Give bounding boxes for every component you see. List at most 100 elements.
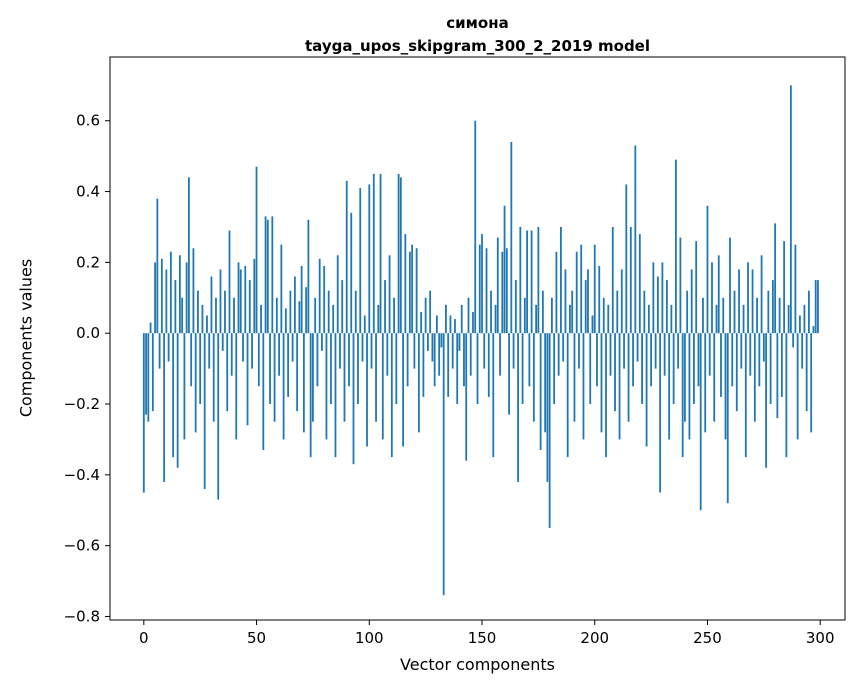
bar — [397, 173, 400, 334]
bar — [465, 333, 468, 461]
bar — [298, 301, 301, 334]
bar — [751, 269, 754, 334]
bar — [535, 304, 538, 334]
bar — [564, 269, 567, 334]
bar — [192, 248, 195, 334]
bar — [523, 297, 526, 334]
bar — [239, 269, 242, 334]
bar — [190, 333, 193, 387]
bar — [641, 333, 643, 405]
bar — [733, 290, 736, 334]
bar — [244, 265, 247, 334]
bar — [197, 290, 199, 334]
bar — [260, 304, 262, 334]
bar — [801, 333, 804, 369]
bar — [702, 297, 704, 334]
bar — [573, 333, 576, 422]
bar — [174, 280, 177, 334]
bar — [273, 333, 276, 422]
bar — [697, 333, 700, 387]
bar — [785, 333, 788, 458]
bar — [149, 322, 152, 334]
bar — [638, 234, 641, 334]
bar — [618, 333, 621, 440]
bar — [210, 276, 213, 334]
bar — [729, 237, 731, 334]
y-tick-label: −0.2 — [64, 395, 100, 413]
bar — [803, 304, 806, 334]
bar — [812, 326, 815, 334]
bar — [598, 265, 601, 334]
bar — [487, 333, 490, 397]
bar — [248, 280, 251, 334]
bar — [312, 333, 314, 422]
bar — [593, 244, 596, 334]
bar — [454, 319, 456, 334]
bar — [145, 333, 147, 415]
bar — [289, 290, 292, 334]
bar — [390, 333, 393, 458]
bar — [352, 333, 355, 465]
bar — [215, 297, 217, 334]
bar — [508, 333, 510, 415]
bar — [562, 333, 565, 362]
bar — [181, 297, 184, 334]
bar — [681, 333, 684, 458]
bar — [679, 237, 682, 334]
y-tick-label: 0.4 — [76, 183, 100, 201]
bar — [539, 333, 542, 451]
bar — [796, 333, 799, 440]
bar — [720, 333, 722, 397]
bar — [345, 180, 348, 334]
bar — [233, 297, 235, 334]
bar — [713, 333, 716, 422]
bar — [541, 290, 544, 334]
bar — [194, 333, 197, 433]
bar — [756, 297, 758, 334]
bar — [526, 230, 528, 334]
bar — [266, 219, 269, 334]
bars-series — [142, 85, 819, 596]
bar — [760, 255, 763, 334]
bar — [212, 333, 215, 422]
bar — [424, 297, 427, 334]
bar — [668, 333, 671, 440]
bar — [386, 333, 389, 376]
bar — [201, 304, 204, 334]
bar — [537, 226, 540, 334]
bar — [278, 333, 280, 376]
bar — [717, 255, 720, 334]
bar — [771, 280, 774, 334]
bar — [758, 333, 761, 387]
bar — [208, 333, 211, 369]
bar — [318, 258, 321, 334]
bar — [799, 315, 801, 334]
bar — [460, 304, 463, 334]
bar — [783, 241, 786, 334]
bar — [749, 333, 752, 376]
bar — [368, 184, 371, 334]
bar — [280, 244, 283, 334]
bar — [160, 258, 163, 334]
bar — [321, 333, 323, 351]
bar — [469, 333, 472, 376]
bar — [393, 297, 395, 334]
bar — [384, 280, 386, 334]
bar — [744, 333, 747, 458]
bar — [623, 333, 625, 369]
bar — [605, 333, 607, 458]
bar — [399, 177, 402, 334]
bar — [361, 333, 364, 362]
bar — [203, 333, 206, 489]
bar — [271, 216, 274, 334]
bar — [670, 304, 673, 334]
bar — [406, 333, 409, 387]
bar — [609, 333, 612, 376]
bar — [287, 333, 290, 397]
bar — [742, 304, 745, 334]
bar — [158, 333, 161, 369]
bar — [431, 333, 434, 362]
bar — [650, 333, 652, 387]
bar — [366, 333, 368, 447]
